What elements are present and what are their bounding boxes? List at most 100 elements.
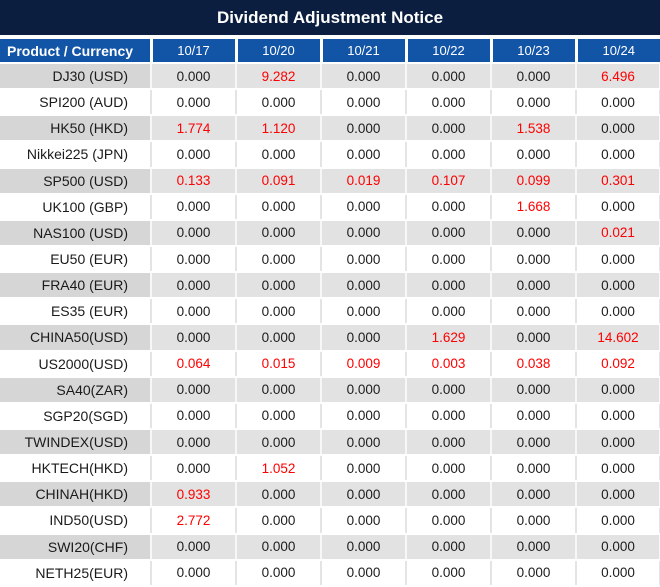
value-cell: 0.000 (321, 376, 407, 404)
value-cell: 0.000 (321, 219, 407, 247)
value-cell: 0.000 (151, 245, 237, 274)
value-cell: 0.107 (406, 167, 492, 195)
value-cell: 0.000 (151, 298, 237, 326)
value-cell: 0.000 (321, 141, 407, 169)
value-cell: 0.000 (236, 141, 322, 169)
value-cell: 0.000 (491, 63, 577, 91)
product-cell: SA40(ZAR) (0, 376, 152, 404)
value-cell: 0.000 (406, 141, 492, 169)
value-cell: 0.000 (576, 141, 660, 169)
product-cell: Nikkei225 (JPN) (0, 141, 152, 169)
value-cell: 0.000 (321, 559, 407, 587)
value-cell: 0.301 (576, 167, 660, 195)
value-cell: 0.000 (236, 219, 322, 247)
value-cell: 0.000 (151, 455, 237, 483)
value-cell: 0.000 (236, 533, 322, 561)
product-cell: UK100 (GBP) (0, 193, 152, 221)
dividend-table: Product / Currency 10/17 10/20 10/21 10/… (0, 39, 660, 587)
table-row: SA40(ZAR) 0.000 0.000 0.000 0.000 0.000 0.000 (0, 376, 660, 404)
value-cell: 0.000 (236, 245, 322, 274)
value-cell: 0.000 (406, 559, 492, 587)
value-cell: 0.000 (491, 507, 577, 535)
value-cell: 1.538 (491, 115, 577, 143)
table-row: SWI20(CHF) 0.000 0.000 0.000 0.000 0.000 0.000 (0, 533, 660, 561)
value-cell: 14.602 (576, 324, 660, 352)
value-cell: 0.000 (491, 533, 577, 561)
product-cell: HK50 (HKD) (0, 115, 152, 143)
value-cell: 0.000 (491, 428, 577, 457)
value-cell: 0.000 (151, 219, 237, 247)
product-cell: IND50(USD) (0, 507, 152, 535)
column-header-date-1: 10/17 (151, 39, 238, 64)
value-cell: 0.000 (406, 481, 492, 509)
value-cell: 1.774 (151, 115, 237, 143)
column-header-date-2: 10/20 (236, 39, 323, 64)
table-row: CHINAH(HKD) 0.933 0.000 0.000 0.000 0.000 0.00… (0, 481, 660, 509)
value-cell: 0.000 (236, 272, 322, 300)
table-row: NAS100 (USD) 0.000 0.000 0.000 0.000 0.000 0.0… (0, 219, 660, 247)
product-cell: US2000(USD) (0, 350, 152, 378)
value-cell: 0.000 (491, 219, 577, 247)
value-cell: 0.000 (406, 402, 492, 430)
table-body: DJ30 (USD) 0.000 9.282 0.000 0.000 0.000 6.496… (0, 63, 660, 587)
value-cell: 0.000 (576, 193, 660, 221)
product-cell: SP500 (USD) (0, 167, 152, 195)
value-cell: 0.000 (491, 272, 577, 300)
table-row: IND50(USD) 2.772 0.000 0.000 0.000 0.000 0.000 (0, 507, 660, 535)
value-cell: 0.000 (491, 455, 577, 483)
value-cell: 0.000 (151, 428, 237, 457)
value-cell: 6.496 (576, 63, 660, 91)
value-cell: 0.000 (236, 507, 322, 535)
value-cell: 0.000 (151, 559, 237, 587)
value-cell: 0.021 (576, 219, 660, 247)
value-cell: 0.000 (491, 89, 577, 117)
value-cell: 0.000 (321, 324, 407, 352)
value-cell: 0.000 (491, 559, 577, 587)
value-cell: 1.120 (236, 115, 322, 143)
value-cell: 1.668 (491, 193, 577, 221)
value-cell: 0.000 (321, 455, 407, 483)
value-cell: 0.000 (406, 533, 492, 561)
column-header-date-5: 10/23 (491, 39, 578, 64)
table-row: NETH25(EUR) 0.000 0.000 0.000 0.000 0.000 0.00… (0, 559, 660, 587)
value-cell: 0.000 (576, 428, 660, 457)
product-cell: HKTECH(HKD) (0, 455, 152, 483)
table-row: FRA40 (EUR) 0.000 0.000 0.000 0.000 0.000 0.00… (0, 272, 660, 300)
value-cell: 0.000 (321, 115, 407, 143)
value-cell: 0.000 (321, 533, 407, 561)
value-cell: 0.091 (236, 167, 322, 195)
value-cell: 0.000 (321, 63, 407, 91)
value-cell: 0.000 (406, 115, 492, 143)
product-cell: NETH25(EUR) (0, 559, 152, 587)
product-cell: SPI200 (AUD) (0, 89, 152, 117)
product-cell: DJ30 (USD) (0, 63, 152, 91)
value-cell: 0.000 (151, 89, 237, 117)
table-row: HKTECH(HKD) 0.000 1.052 0.000 0.000 0.000 0.00… (0, 455, 660, 483)
value-cell: 0.000 (406, 298, 492, 326)
value-cell: 0.000 (236, 376, 322, 404)
value-cell: 0.000 (321, 428, 407, 457)
value-cell: 0.000 (491, 324, 577, 352)
value-cell: 0.000 (236, 559, 322, 587)
table-row: DJ30 (USD) 0.000 9.282 0.000 0.000 0.000 6.496 (0, 63, 660, 91)
value-cell: 0.000 (151, 63, 237, 91)
table-row: TWINDEX(USD) 0.000 0.000 0.000 0.000 0.000 0.0… (0, 428, 660, 457)
value-cell: 0.000 (321, 402, 407, 430)
value-cell: 0.000 (151, 193, 237, 221)
value-cell: 0.000 (406, 428, 492, 457)
product-cell: CHINAH(HKD) (0, 481, 152, 509)
column-header-date-3: 10/21 (321, 39, 408, 64)
value-cell: 0.000 (321, 89, 407, 117)
value-cell: 1.052 (236, 455, 322, 483)
value-cell: 0.000 (491, 298, 577, 326)
table-row: SGP20(SGD) 0.000 0.000 0.000 0.000 0.000 0.000 (0, 402, 660, 430)
value-cell: 0.000 (491, 402, 577, 430)
value-cell: 0.000 (321, 481, 407, 509)
value-cell: 2.772 (151, 507, 237, 535)
product-cell: SGP20(SGD) (0, 402, 152, 430)
value-cell: 0.000 (236, 298, 322, 326)
value-cell: 0.000 (321, 298, 407, 326)
value-cell: 0.000 (151, 376, 237, 404)
value-cell: 0.000 (576, 455, 660, 483)
